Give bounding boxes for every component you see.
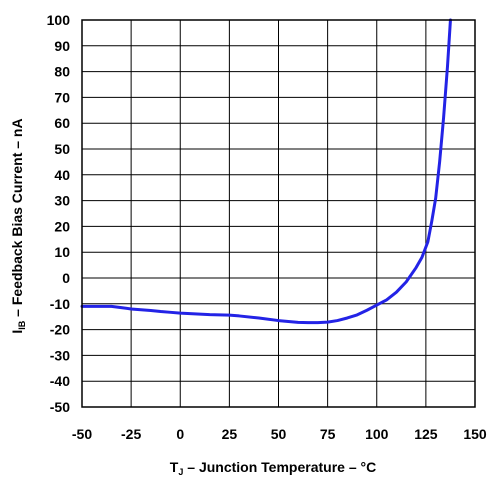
x-tick-label: 50: [271, 426, 287, 442]
series-line: [80, 18, 452, 325]
y-tick-label: 80: [54, 64, 70, 80]
x-axis-label-symbol: T: [170, 459, 179, 475]
x-axis-label-text: – Junction Temperature – °C: [183, 459, 376, 475]
y-tick-label: 20: [54, 218, 70, 234]
y-tick-label: 70: [54, 89, 70, 105]
y-tick-label: -20: [50, 322, 70, 338]
series: [80, 18, 452, 325]
x-tick-label: -50: [72, 426, 92, 442]
x-tick-label: 25: [222, 426, 238, 442]
y-tick-label: 60: [54, 115, 70, 131]
y-tick-label: -40: [50, 373, 70, 389]
y-tick-label: 50: [54, 141, 70, 157]
y-axis-label-symbol: I: [9, 330, 25, 334]
x-tick-label: 100: [365, 426, 389, 442]
x-tick-labels: -50 -25 0 25 50 75 100 125 150: [72, 426, 487, 442]
x-axis-label-subscript: J: [178, 467, 183, 477]
y-axis-label: IIB – Feedback Bias Current – nA: [9, 118, 27, 333]
grid: [82, 20, 475, 407]
y-axis-label-subscript: IB: [17, 320, 27, 330]
x-tick-label: 75: [320, 426, 336, 442]
y-axis-label-text: – Feedback Bias Current – nA: [9, 118, 25, 320]
plot-frame: [81, 19, 476, 408]
y-tick-label: 30: [54, 193, 70, 209]
y-tick-label: 10: [54, 244, 70, 260]
x-tick-label: 150: [463, 426, 487, 442]
y-tick-label: 40: [54, 167, 70, 183]
x-tick-label: 125: [414, 426, 438, 442]
x-axis-label: TJ – Junction Temperature – °C: [170, 459, 376, 477]
y-tick-label: 0: [62, 270, 70, 286]
x-tick-label: -25: [121, 426, 141, 442]
y-tick-label: -10: [50, 296, 70, 312]
y-tick-label: 100: [47, 12, 71, 28]
y-tick-label: 90: [54, 38, 70, 54]
y-tick-label: -30: [50, 347, 70, 363]
x-tick-label: 0: [176, 426, 184, 442]
y-tick-label: -50: [50, 399, 70, 415]
